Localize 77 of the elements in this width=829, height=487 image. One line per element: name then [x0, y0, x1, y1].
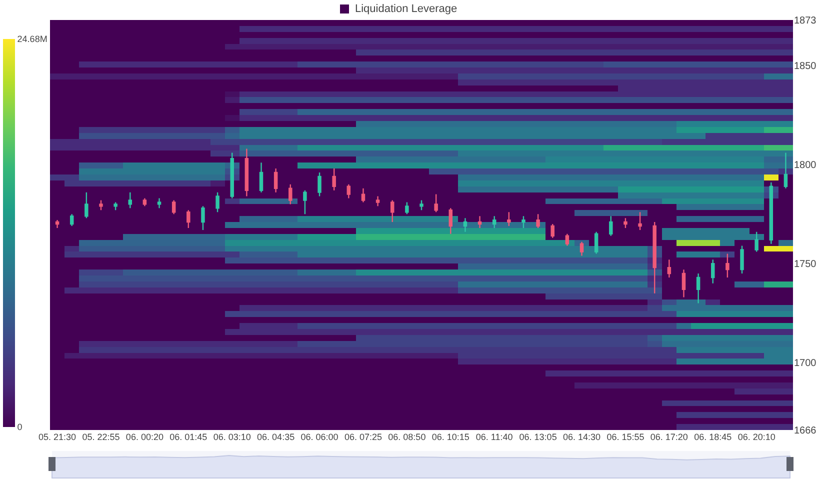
x-tick-label: 06. 03:10 — [213, 432, 251, 442]
candlestick — [492, 215, 496, 229]
candlestick — [740, 245, 744, 274]
candlestick — [638, 212, 642, 231]
candlestick — [507, 212, 511, 227]
y-tick-label: 1750 — [794, 259, 817, 270]
candlestick — [201, 206, 205, 231]
candlestick — [128, 192, 132, 209]
candlestick — [667, 259, 672, 278]
candlestick — [230, 152, 234, 199]
y-tick-label: 1700 — [794, 358, 817, 370]
candlestick — [332, 168, 336, 191]
x-tick-label: 06. 04:35 — [257, 432, 295, 442]
x-tick-label: 06. 17:20 — [650, 432, 688, 442]
color-bar-label: 0 — [17, 422, 22, 432]
x-tick-label: 05. 21:30 — [38, 432, 76, 442]
candlestick — [84, 192, 88, 219]
candlestick — [114, 202, 118, 211]
candlestick — [434, 194, 438, 213]
x-tick-label: 06. 01:45 — [170, 432, 208, 442]
candlestick — [682, 268, 686, 298]
y-tick-label: 1800 — [794, 160, 817, 172]
candlestick — [550, 223, 554, 238]
color-bar-label: 24.68M — [17, 34, 48, 44]
x-tick-label: 06. 11:40 — [476, 432, 513, 442]
candlestick — [172, 200, 176, 215]
candlestick — [580, 241, 584, 256]
candlestick — [259, 162, 264, 193]
candlestick — [376, 196, 380, 207]
candlestick — [70, 214, 74, 227]
y-tick-label: 1666 — [794, 426, 817, 436]
x-tick-label: 06. 14:30 — [562, 432, 601, 442]
candlestick — [726, 253, 730, 278]
candlestick — [142, 198, 147, 207]
x-tick-label: 06. 08:50 — [388, 432, 426, 442]
candlestick — [157, 198, 162, 209]
candlestick — [346, 184, 351, 199]
candlestick — [361, 188, 366, 203]
candlestick — [594, 231, 598, 254]
candlestick — [522, 215, 526, 229]
color-bar-title: Liquidation Leverage — [355, 3, 458, 15]
candlestick — [405, 202, 409, 215]
candlestick — [448, 208, 453, 235]
candlestick — [696, 272, 700, 304]
candlestick — [536, 214, 540, 229]
x-tick-label: 06. 06:00 — [300, 432, 338, 442]
candlestick — [390, 200, 394, 223]
candlestick — [478, 215, 482, 229]
candlestick — [420, 200, 424, 211]
candlestick — [754, 231, 758, 252]
candlestick — [784, 152, 788, 189]
candlestick — [565, 233, 570, 246]
candlestick — [99, 200, 103, 211]
x-tick-label: 05. 22:55 — [82, 432, 120, 442]
candlestick — [711, 259, 715, 284]
x-tick-label: 06. 00:20 — [126, 432, 164, 442]
candlestick — [463, 217, 468, 233]
candlestick — [318, 172, 322, 197]
candlestick — [244, 148, 249, 197]
x-tick-label: 06. 10:15 — [432, 432, 470, 442]
candlestick — [624, 217, 628, 229]
candlestick — [303, 190, 307, 215]
x-tick-label: 06. 15:55 — [606, 432, 644, 442]
x-tick-label: 06. 20:10 — [738, 432, 776, 442]
candlestick — [274, 168, 278, 193]
candlestick — [186, 210, 190, 229]
y-tick-label: 1850 — [794, 61, 817, 72]
x-tick-label: 06. 07:25 — [344, 432, 382, 442]
candlestick — [288, 184, 292, 205]
candlestick — [609, 215, 613, 236]
candlestick — [769, 182, 774, 244]
candlestick — [216, 192, 220, 213]
x-tick-label: 06. 13:05 — [519, 432, 557, 442]
y-tick-label: 1873 — [794, 16, 817, 26]
x-tick-label: 06. 18:45 — [694, 432, 732, 442]
candlestick — [55, 219, 60, 229]
candlestick — [652, 221, 656, 294]
